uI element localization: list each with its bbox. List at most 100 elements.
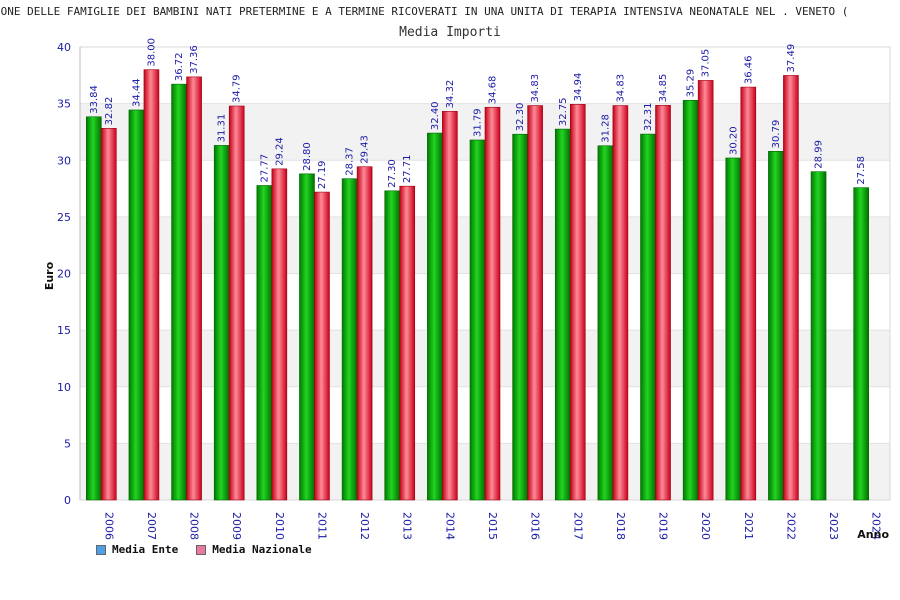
bar-nazionale (697, 80, 714, 501)
data-label: 27.58 (856, 156, 867, 185)
bar-ente (341, 178, 358, 501)
x-tick-label: 2024 (870, 512, 883, 540)
bar-ente (725, 157, 742, 501)
bar-ente (128, 109, 145, 501)
data-label: 34.85 (658, 74, 669, 103)
data-label: 31.79 (473, 108, 484, 137)
bar-nazionale (655, 105, 671, 501)
data-label: 36.46 (743, 55, 754, 84)
chart-title: IONE DELLE FAMIGLIE DEI BAMBINI NATI PRE… (0, 5, 900, 18)
bar-ente (853, 187, 869, 501)
data-label: 29.24 (274, 137, 285, 166)
data-label: 28.99 (814, 140, 825, 169)
bar-nazionale (101, 128, 117, 501)
data-label: 38.00 (146, 38, 157, 67)
x-tick-label: 2009 (230, 512, 243, 540)
data-label: 32.82 (104, 97, 115, 126)
y-tick-label: 40 (57, 41, 71, 54)
x-tick-label: 2020 (699, 512, 712, 540)
data-label: 30.20 (728, 126, 739, 155)
x-tick-label: 2013 (401, 512, 414, 540)
legend: Media Ente Media Nazionale (96, 543, 312, 556)
bar-nazionale (783, 75, 799, 501)
bar-nazionale (442, 111, 458, 501)
bar-ente (469, 139, 486, 501)
bar-nazionale (612, 105, 629, 501)
data-label: 35.29 (686, 69, 697, 98)
data-label: 34.83 (530, 74, 541, 103)
data-label: 31.28 (600, 114, 611, 143)
x-tick-label: 2015 (486, 512, 499, 540)
data-label: 37.49 (786, 44, 797, 73)
bar-nazionale (740, 86, 757, 501)
bars: 33.84 32.82 34.44 38.00 36.72 37.36 31.31 34.79… (86, 38, 869, 501)
data-label: 37.36 (189, 45, 200, 74)
y-tick-label: 10 (57, 381, 71, 394)
data-label: 32.40 (430, 101, 441, 130)
y-tick-label: 35 (57, 98, 71, 111)
bar-ente (86, 116, 102, 501)
y-tick-label: 30 (57, 154, 71, 167)
bar-nazionale (143, 69, 160, 501)
bar-ente (256, 185, 273, 501)
x-axis: 2006 2007 2008 2009 2010 2011 2012 2013 2014 2015… (102, 512, 882, 540)
data-label: 36.72 (174, 53, 185, 82)
bar-ente (682, 100, 699, 501)
bar-ente (213, 145, 230, 501)
bar-nazionale (527, 105, 543, 501)
bar-nazionale (186, 76, 202, 501)
data-label: 34.79 (232, 74, 243, 103)
x-tick-label: 2010 (273, 512, 286, 540)
data-label: 32.75 (558, 97, 569, 126)
bar-ente (597, 145, 614, 501)
bar-nazionale (228, 105, 245, 501)
bar-ente (171, 83, 187, 501)
y-axis-label: Euro (43, 261, 56, 290)
bar-ente (299, 173, 315, 501)
x-axis-label: Anno (857, 528, 889, 541)
x-tick-label: 2008 (188, 512, 201, 540)
data-label: 27.19 (317, 160, 328, 189)
data-label: 31.31 (217, 114, 228, 143)
x-tick-label: 2017 (571, 512, 584, 540)
y-tick-label: 5 (64, 437, 71, 450)
data-label: 27.71 (402, 155, 413, 184)
data-label: 30.79 (771, 120, 782, 149)
y-tick-label: 15 (57, 324, 71, 337)
legend-swatch-ente (96, 544, 106, 555)
x-tick-label: 2019 (657, 512, 670, 540)
bar-ente (768, 151, 784, 501)
data-label: 28.37 (345, 147, 356, 176)
chart-subtitle: Media Importi (399, 25, 501, 40)
data-label: 27.77 (259, 154, 270, 183)
data-label: 32.31 (643, 102, 654, 131)
bar-ente (554, 128, 571, 501)
x-tick-label: 2023 (827, 512, 840, 540)
x-tick-label: 2011 (315, 512, 328, 540)
data-label: 28.80 (302, 142, 313, 171)
x-tick-label: 2016 (529, 512, 542, 540)
x-tick-label: 2007 (145, 512, 158, 540)
bar-nazionale (484, 106, 501, 501)
x-tick-label: 2012 (358, 512, 371, 540)
legend-item-nazionale: Media Nazionale (196, 543, 312, 556)
bar-ente (384, 190, 401, 501)
data-label: 37.05 (701, 49, 712, 78)
legend-swatch-nazionale (196, 544, 207, 555)
y-axis: 0 5 10 15 20 25 30 35 40 (57, 41, 71, 507)
y-tick-label: 20 (57, 268, 71, 281)
bar-ente (640, 133, 656, 501)
bar-ente (810, 171, 827, 501)
chart-title-text: IONE DELLE FAMIGLIE DEI BAMBINI NATI PRE… (0, 5, 849, 18)
data-label: 33.84 (89, 85, 100, 114)
data-label: 32.30 (515, 103, 526, 132)
data-label: 34.32 (445, 80, 456, 109)
data-label: 34.83 (615, 74, 626, 103)
data-label: 27.30 (387, 159, 398, 188)
data-label: 29.43 (360, 135, 371, 164)
y-tick-label: 25 (57, 211, 71, 224)
data-label: 34.44 (131, 78, 142, 107)
x-tick-label: 2014 (443, 512, 456, 540)
bar-nazionale (569, 104, 586, 501)
